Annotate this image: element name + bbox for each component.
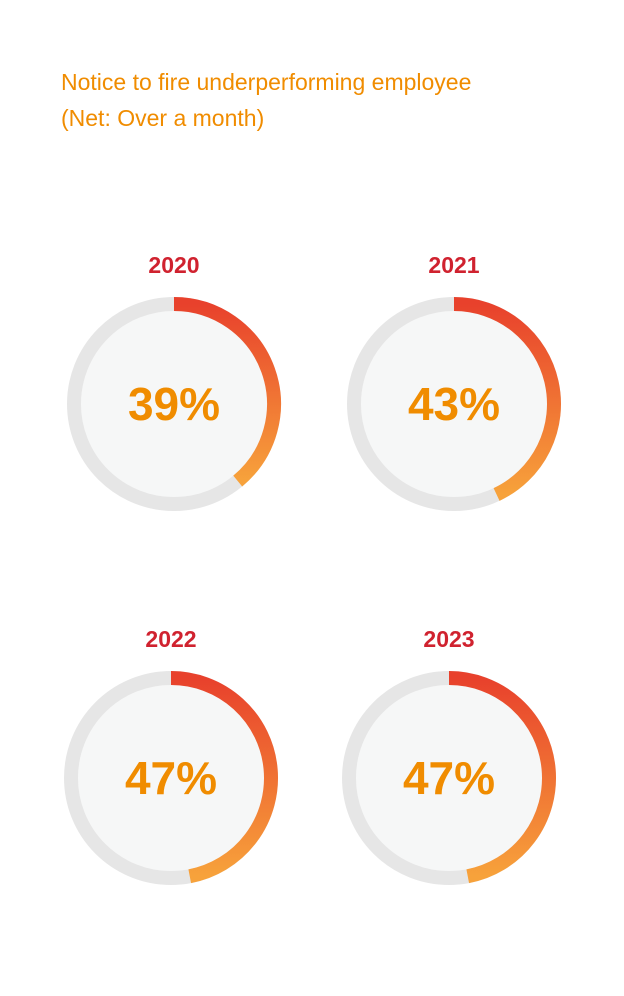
donut-2023: 2023 47% (329, 624, 569, 914)
donut-ring-2022 (64, 671, 278, 885)
year-label-2022: 2022 (145, 626, 197, 652)
donut-2020: 2020 39% (54, 250, 294, 540)
donut-ring-2021 (347, 297, 561, 511)
donut-arc-2021 (453, 297, 561, 501)
donut-ring-2020 (67, 297, 281, 511)
donut-arc-2020 (173, 297, 281, 487)
donut-inner-2023 (356, 685, 542, 871)
value-label-2022: 47% (124, 752, 218, 804)
donut-arc-2022 (170, 671, 278, 884)
donut-2022: 2022 47% (51, 624, 291, 914)
value-label-2023: 47% (402, 752, 496, 804)
chart-title: Notice to fire underperforming employee … (61, 64, 601, 136)
year-label-2021: 2021 (428, 252, 480, 278)
donut-ring-2023 (342, 671, 556, 885)
donut-2021: 2021 43% (334, 250, 574, 540)
donut-inner-2022 (78, 685, 264, 871)
chart-title-line-1: Notice to fire underperforming employee (61, 69, 472, 95)
value-label-2020: 39% (127, 378, 221, 430)
value-label-2021: 43% (407, 378, 501, 430)
donut-inner-2021 (361, 311, 547, 497)
year-label-2023: 2023 (423, 626, 475, 652)
chart-subtitle: (Net: Over a month) (61, 105, 265, 131)
donut-arc-2023 (448, 671, 556, 884)
year-label-2020: 2020 (148, 252, 200, 278)
donut-inner-2020 (81, 311, 267, 497)
